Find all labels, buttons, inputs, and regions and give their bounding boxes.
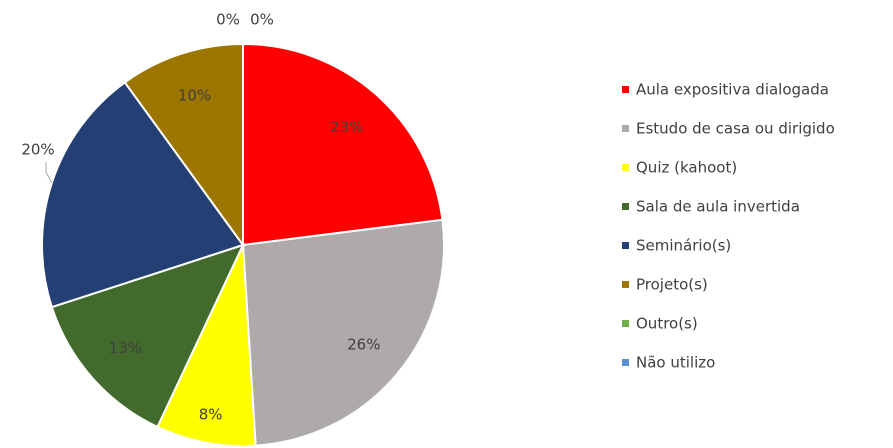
data-label: 23% <box>330 118 363 136</box>
pie-slice <box>242 42 444 247</box>
legend-swatch <box>622 86 629 93</box>
pie-slice <box>156 244 257 447</box>
legend-swatch <box>622 320 629 327</box>
legend-swatch <box>622 359 629 366</box>
data-label: 26% <box>347 335 380 353</box>
legend-label: Quiz (kahoot) <box>636 159 737 177</box>
legend-label: Aula expositiva dialogada <box>636 81 829 99</box>
data-label: 0% <box>250 11 274 29</box>
legend-label: Projeto(s) <box>636 276 708 294</box>
legend-label: Não utilizo <box>636 354 715 372</box>
legend-label: Estudo de casa ou dirigido <box>636 120 835 138</box>
legend-label: Seminário(s) <box>636 237 731 255</box>
legend-label: Sala de aula invertida <box>636 198 800 216</box>
legend-label: Outro(s) <box>636 315 698 333</box>
data-label: 20% <box>21 141 54 159</box>
leader-line <box>45 162 53 184</box>
legend-swatch <box>622 281 629 288</box>
data-label: 10% <box>178 86 211 104</box>
pie-slice <box>123 42 244 249</box>
data-label: 0% <box>216 11 240 29</box>
legend-swatch <box>622 164 629 171</box>
legend-swatch <box>622 242 629 249</box>
data-label: 13% <box>109 339 142 357</box>
pie-slice <box>241 218 445 447</box>
legend-swatch <box>622 125 629 132</box>
data-label: 8% <box>199 405 223 423</box>
legend-swatch <box>622 203 629 210</box>
pie-slice <box>50 243 245 429</box>
